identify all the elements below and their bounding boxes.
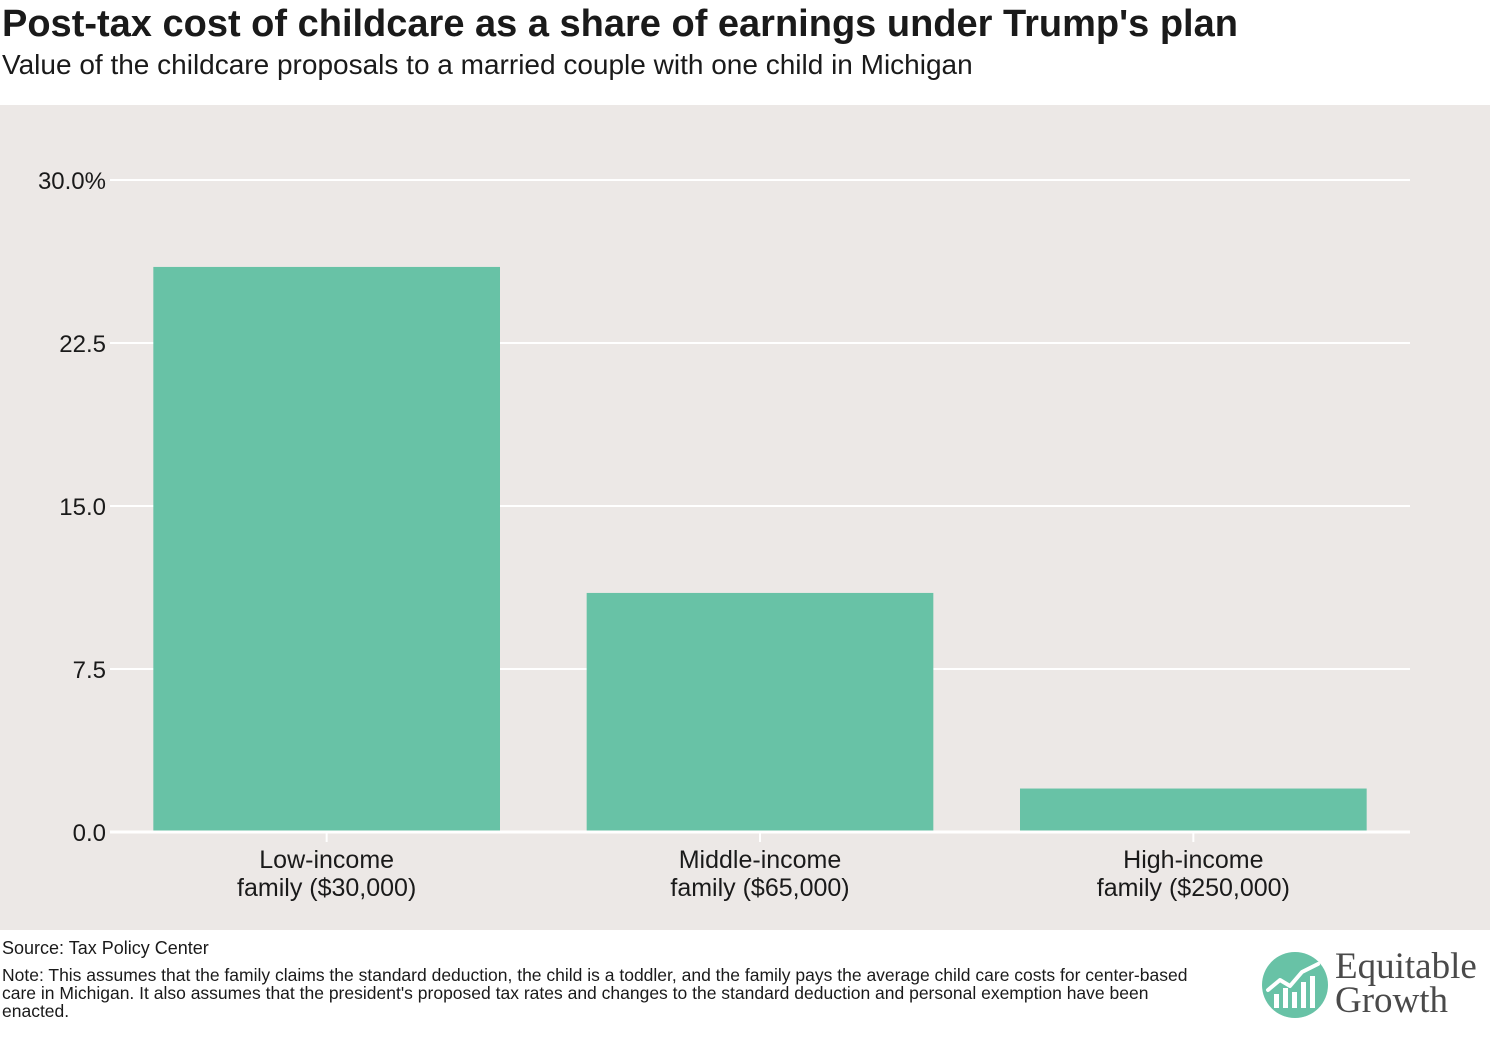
- equitable-growth-logo: Equitable Growth: [1258, 948, 1488, 1023]
- x-tick-label: High-income: [1123, 846, 1263, 874]
- y-tick-label: 15.0: [59, 494, 106, 521]
- y-tick-label: 22.5: [59, 331, 106, 358]
- growth-chart-circle-icon: [1262, 952, 1328, 1018]
- bars: [153, 266, 1367, 832]
- source-note: Source: Tax Policy Center: [2, 938, 209, 958]
- chart-panel: 30.0% 22.5 15.0 7.5 0.0 Low-income family ($30…: [0, 105, 1490, 930]
- footnote: Note: This assumes that the family claim…: [2, 965, 1188, 1021]
- bar: [153, 266, 501, 832]
- y-tick-label: 7.5: [73, 657, 106, 684]
- chart-subtitle: Value of the childcare proposals to a ma…: [2, 49, 973, 80]
- x-tick-label: Middle-income: [679, 846, 842, 874]
- bar: [586, 592, 934, 832]
- logo-text-line2: Growth: [1335, 980, 1449, 1021]
- x-tick-label: family ($30,000): [237, 874, 416, 902]
- chart-title: Post-tax cost of childcare as a share of…: [2, 3, 1238, 45]
- y-tick-label: 30.0%: [38, 168, 106, 195]
- x-tick-label: family ($65,000): [670, 874, 849, 902]
- bar: [1020, 788, 1367, 832]
- x-tick-label: family ($250,000): [1097, 874, 1290, 902]
- y-tick-label: 0.0: [73, 820, 106, 847]
- x-axis: [110, 830, 1410, 842]
- logo-text-line1: Equitable: [1335, 946, 1477, 987]
- x-tick-label: Low-income: [259, 846, 394, 874]
